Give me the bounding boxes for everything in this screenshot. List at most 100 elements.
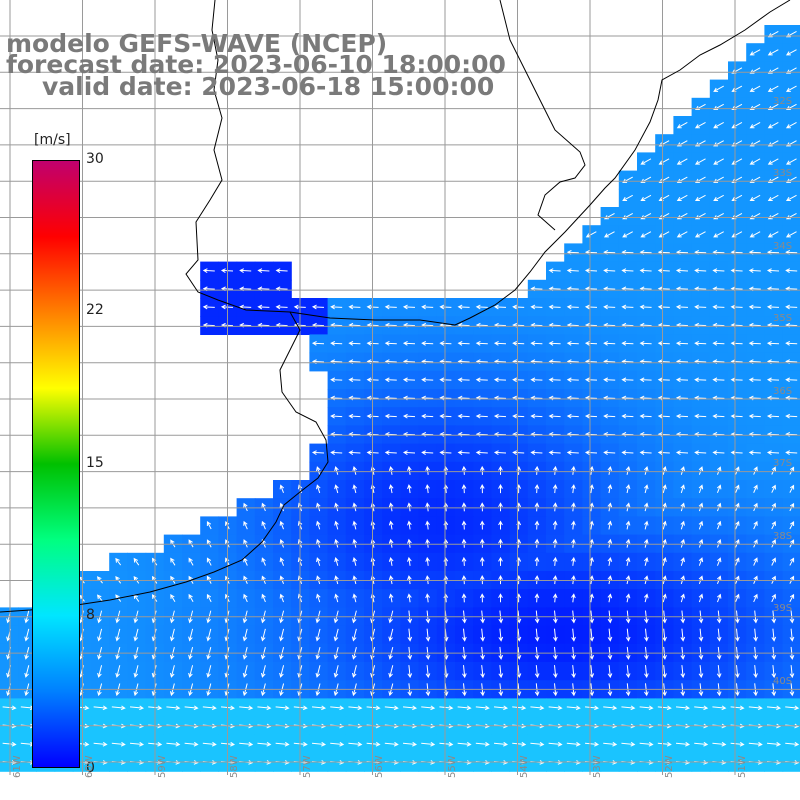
wind-arrow — [716, 628, 722, 642]
wind-arrow — [275, 741, 290, 747]
wind-arrow — [640, 231, 652, 238]
wind-arrow — [552, 465, 558, 475]
wind-arrow — [789, 466, 795, 475]
wind-arrow — [348, 377, 361, 383]
wind-arrow — [461, 556, 467, 566]
title-valid-date: valid date: 2023-06-18 15:00:00 — [42, 72, 495, 101]
wind-arrow — [771, 484, 776, 493]
wind-arrow — [330, 413, 343, 419]
wind-arrow — [571, 556, 576, 566]
wind-arrow — [716, 593, 722, 603]
wind-arrow — [753, 520, 758, 530]
wind-arrow — [675, 741, 691, 747]
wind-arrow — [589, 665, 595, 679]
wind-arrow — [675, 413, 689, 419]
wind-arrow — [384, 413, 397, 419]
wind-arrow — [621, 413, 634, 419]
wind-arrow — [333, 665, 339, 678]
wind-arrow — [512, 377, 525, 383]
wind-arrow — [730, 741, 745, 747]
wind-arrow — [443, 484, 449, 494]
title-forecast-date: forecast date: 2023-06-10 18:00:00 — [6, 50, 506, 79]
wind-arrow — [753, 484, 758, 493]
wind-arrow — [553, 628, 558, 642]
wind-arrow — [566, 450, 579, 455]
wind-arrow — [184, 705, 199, 711]
lat-lon-grid — [0, 0, 800, 775]
wind-arrow — [129, 705, 145, 711]
wind-arrow — [388, 556, 394, 566]
wind-arrow — [457, 705, 472, 711]
wind-arrow — [348, 741, 363, 747]
wind-arrow — [206, 593, 212, 603]
wind-arrow — [749, 85, 761, 92]
wind-arrow — [425, 628, 431, 642]
wind-arrow — [498, 556, 503, 566]
wind-arrow — [334, 484, 339, 494]
wind-arrow — [330, 377, 343, 383]
wind-arrow — [133, 557, 140, 566]
wind-arrow — [261, 557, 266, 566]
wind-arrow — [712, 741, 727, 747]
wind-arrow — [475, 304, 488, 310]
wind-arrow — [639, 304, 652, 310]
wind-arrow — [566, 268, 579, 273]
wind-arrow — [662, 665, 667, 679]
wind-arrow — [603, 741, 618, 747]
wind-arrow — [279, 628, 285, 642]
wind-arrow — [407, 628, 413, 642]
wind-arrow — [694, 377, 707, 383]
wind-arrow — [603, 413, 616, 419]
wind-arrow — [716, 520, 722, 530]
wind-arrow — [534, 484, 540, 494]
wind-arrow — [461, 520, 467, 530]
wind-arrow — [767, 158, 779, 165]
wind-arrow — [571, 484, 576, 494]
wind-arrow — [662, 466, 667, 475]
wind-arrow — [443, 502, 449, 512]
wind-arrow — [388, 484, 394, 494]
wind-arrow — [603, 341, 616, 346]
wind-arrow — [316, 593, 321, 603]
wind-arrow — [785, 377, 798, 383]
wind-arrow — [388, 502, 394, 512]
wind-arrow — [421, 705, 436, 711]
wind-arrow — [188, 628, 194, 642]
wind-arrow — [115, 665, 121, 678]
wind-arrow — [694, 705, 709, 711]
wind-arrow — [461, 484, 467, 494]
wind-arrow — [680, 520, 685, 530]
wind-arrow — [662, 557, 667, 566]
wind-arrow — [315, 628, 321, 642]
wind-arrow — [334, 502, 339, 512]
wind-arrow — [657, 304, 670, 310]
wind-arrow — [766, 450, 780, 455]
wind-arrow — [767, 85, 779, 92]
wind-arrow — [239, 268, 252, 273]
wind-arrow — [348, 705, 363, 711]
lat-label-36s: 36S — [773, 386, 793, 397]
lat-label-39s: 39S — [773, 603, 793, 614]
wind-arrow — [735, 557, 740, 566]
wind-arrow — [548, 741, 563, 747]
wind-arrow — [625, 520, 631, 530]
wind-arrow — [785, 122, 797, 129]
wind-arrow — [603, 304, 616, 310]
wind-arrow — [735, 593, 740, 603]
wind-arrow — [785, 341, 798, 346]
wind-arrow — [24, 665, 30, 678]
wind-arrow — [639, 377, 652, 383]
wind-arrow — [753, 502, 758, 512]
wind-arrow — [785, 231, 797, 238]
wind-arrow — [421, 450, 434, 455]
wind-arrow — [644, 628, 649, 642]
lat-label-34s: 34S — [773, 241, 793, 252]
wind-arrow — [202, 705, 217, 711]
wind-arrow — [534, 502, 540, 512]
wind-arrow — [169, 665, 175, 678]
wind-arrow — [534, 665, 540, 679]
wind-arrow — [753, 466, 758, 475]
lon-label-54w: 54W — [519, 755, 530, 778]
wind-arrow — [366, 741, 381, 747]
